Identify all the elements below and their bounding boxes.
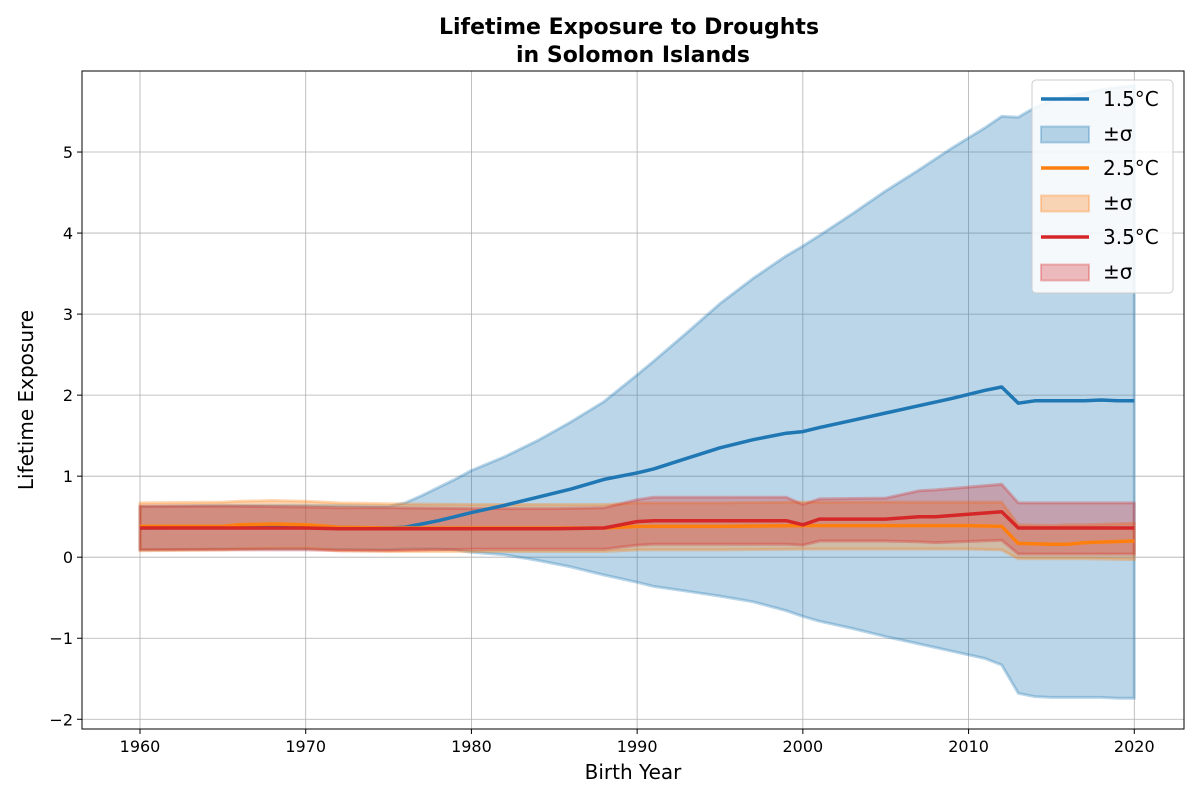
legend-series-label: 3.5°C <box>1103 225 1159 249</box>
series-lines <box>139 385 1135 546</box>
line-series-0 <box>139 385 1135 530</box>
legend: 1.5°C ±σ 2.5°C ±σ 3.5°C ±σ <box>1031 79 1174 294</box>
legend-band-swatch <box>1040 263 1090 282</box>
band-series-1 <box>138 499 1136 562</box>
x-tick-label: 1980 <box>451 737 492 756</box>
band-series-0 <box>138 84 1136 700</box>
legend-series-label: 1.5°C <box>1103 87 1159 111</box>
y-tick-label: 2 <box>63 386 73 405</box>
y-axis-ticks: −2 −1 0 1 2 3 4 5 <box>49 143 82 729</box>
x-tick-label: 2010 <box>948 737 989 756</box>
legend-frame <box>1031 79 1174 294</box>
x-tick-label: 2020 <box>1114 737 1155 756</box>
x-axis-ticks: 1960 1970 1980 1990 2000 2010 2020 <box>120 729 1155 756</box>
legend-band-label: ±σ <box>1103 260 1133 284</box>
line-series-2 <box>140 510 1135 531</box>
y-tick-label: 1 <box>63 467 73 486</box>
legend-series-label: 2.5°C <box>1103 156 1159 180</box>
y-tick-label: 4 <box>63 224 73 243</box>
x-tick-label: 1970 <box>285 737 326 756</box>
y-tick-label: 3 <box>63 305 73 324</box>
y-tick-label: −2 <box>49 710 73 729</box>
grid <box>82 71 1184 729</box>
chart-title-line-1: Lifetime Exposure to Droughts <box>439 15 819 40</box>
uncertainty-bands <box>138 84 1136 700</box>
legend-band-label: ±σ <box>1103 122 1133 146</box>
y-axis-label: Lifetime Exposure <box>14 310 38 490</box>
x-tick-label: 1990 <box>617 737 658 756</box>
chart-title-line-2: in Solomon Islands <box>516 43 750 68</box>
plot-frame <box>81 70 1185 730</box>
y-tick-label: 0 <box>63 548 73 567</box>
legend-band-swatch <box>1040 194 1090 213</box>
line-series-1 <box>140 522 1135 546</box>
y-tick-label: 5 <box>63 143 73 162</box>
x-tick-label: 2000 <box>782 737 823 756</box>
legend-band-swatch <box>1040 125 1090 144</box>
y-tick-label: −1 <box>49 629 73 648</box>
band-series-2 <box>138 482 1136 556</box>
legend-band-label: ±σ <box>1103 191 1133 215</box>
x-axis-label: Birth Year <box>585 760 682 784</box>
x-tick-label: 1960 <box>120 737 161 756</box>
